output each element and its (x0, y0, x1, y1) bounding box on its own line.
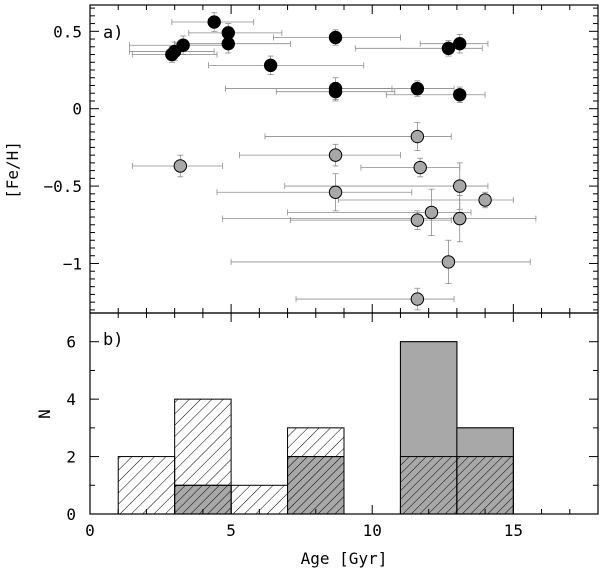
y-tick-label: 0 (66, 505, 76, 524)
panel-b-label: b) (103, 330, 123, 350)
panel-b-ticks: 0 2 4 6 0 5 10 15 (66, 312, 599, 540)
data-point-open (328, 185, 343, 199)
y-tick-label: −1 (63, 254, 82, 273)
error-bar (188, 23, 283, 43)
panel-b-frame (89, 312, 599, 515)
error-bar (295, 287, 455, 311)
panel-b-ylabel: N (35, 409, 54, 419)
data-point-filled (221, 36, 235, 51)
data-point-open (453, 179, 467, 193)
data-point-filled (328, 30, 343, 45)
panel-b-bars (117, 341, 514, 515)
panel-b: 0 2 4 6 0 5 10 15 b) N Age [Gyr] (35, 312, 599, 568)
data-point-open (478, 193, 492, 207)
histogram-bar-dense-hatch (456, 456, 514, 515)
histogram-bar-dense-hatch (399, 456, 458, 515)
data-point-open (410, 292, 425, 306)
histogram-bar-dense-hatch (287, 456, 345, 515)
data-point-open (441, 255, 456, 269)
x-tick-label: 10 (363, 521, 382, 540)
data-point-open (173, 159, 188, 173)
panel-a-points (165, 15, 492, 306)
error-bar (287, 188, 472, 237)
y-tick-label: 2 (66, 448, 76, 467)
data-point-open (410, 129, 425, 144)
panel-a-errorbars (129, 12, 537, 311)
error-bar (360, 157, 461, 178)
y-tick-label: −0.5 (43, 177, 82, 196)
data-point-open (328, 148, 343, 162)
error-bar (208, 55, 365, 76)
data-point-filled (410, 81, 425, 96)
data-point-open (424, 205, 439, 220)
x-axis-label: Age [Gyr] (301, 549, 388, 568)
data-point-filled (207, 15, 221, 29)
histogram-bar-hatched (117, 456, 176, 515)
error-bar (239, 143, 401, 167)
panel-a-ylabel: [Fe/H] (3, 141, 22, 199)
x-tick-label: 0 (85, 521, 95, 540)
y-tick-label: 4 (66, 390, 76, 409)
y-tick-label: 0.5 (53, 22, 82, 41)
data-point-filled (453, 36, 467, 51)
data-point-open (453, 211, 467, 226)
y-tick-label: 6 (66, 333, 76, 352)
x-tick-label: 5 (226, 521, 236, 540)
error-bar (230, 239, 531, 284)
data-point-filled (263, 58, 278, 73)
error-bar (385, 86, 486, 103)
data-point-open (413, 160, 427, 175)
y-tick-label: 0 (72, 100, 82, 119)
error-bar (329, 80, 455, 97)
x-tick-label: 15 (504, 521, 523, 540)
data-point-open (410, 213, 425, 227)
panel-a: 0.5 0 −0.5 −1 a) [Fe/H] (3, 4, 599, 314)
data-point-filled (441, 41, 456, 56)
panel-a-label: a) (103, 23, 123, 43)
panel-a-ticks: 0.5 0 −0.5 −1 (43, 5, 599, 313)
error-bar (216, 173, 413, 212)
data-point-filled (328, 84, 343, 99)
data-point-filled (176, 38, 190, 52)
data-point-filled (453, 88, 467, 102)
